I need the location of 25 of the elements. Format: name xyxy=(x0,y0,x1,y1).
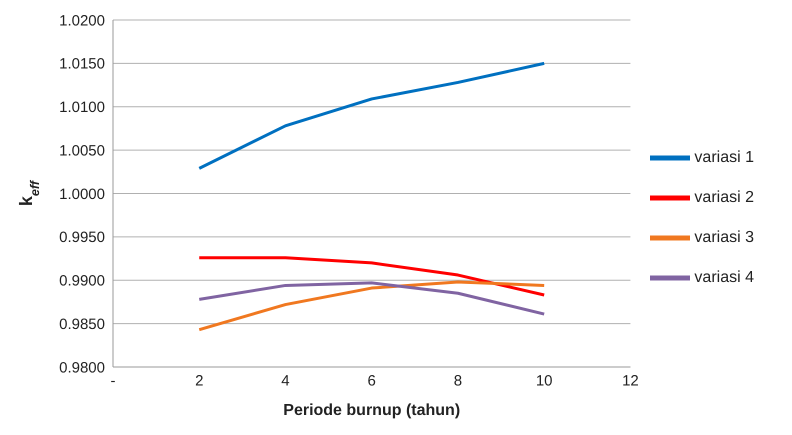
x-tick-label: 4 xyxy=(281,372,290,390)
legend-label: variasi 3 xyxy=(694,228,754,246)
line-series xyxy=(198,280,546,332)
y-tick-label: 1.0100 xyxy=(59,99,105,116)
x-axis-title: Periode burnup (tahun) xyxy=(283,402,460,419)
line-series xyxy=(198,256,546,296)
x-tick-label: 10 xyxy=(536,372,553,390)
legend-label: variasi 4 xyxy=(694,268,754,286)
y-tick-label: 1.0050 xyxy=(59,142,105,160)
legend-label: variasi 1 xyxy=(694,148,754,166)
y-tick-label: 1.0150 xyxy=(59,56,105,73)
legend-label: variasi 2 xyxy=(694,188,754,206)
x-tick-label: 8 xyxy=(454,372,462,390)
y-tick-label: 0.9950 xyxy=(59,229,105,246)
y-tick-label: 1.0200 xyxy=(59,12,105,30)
line-series xyxy=(198,62,546,170)
y-tick-label: 0.9850 xyxy=(59,316,105,333)
y-tick-label: 0.9900 xyxy=(59,272,105,290)
x-tick-label: 2 xyxy=(195,372,204,390)
x-tick-label: - xyxy=(110,372,116,390)
y-tick-label: 1.0000 xyxy=(59,186,105,203)
y-tick-label: 0.9800 xyxy=(59,359,105,376)
line-series xyxy=(198,281,546,316)
x-tick-label: 6 xyxy=(368,372,376,390)
x-tick-label: 12 xyxy=(622,372,639,390)
